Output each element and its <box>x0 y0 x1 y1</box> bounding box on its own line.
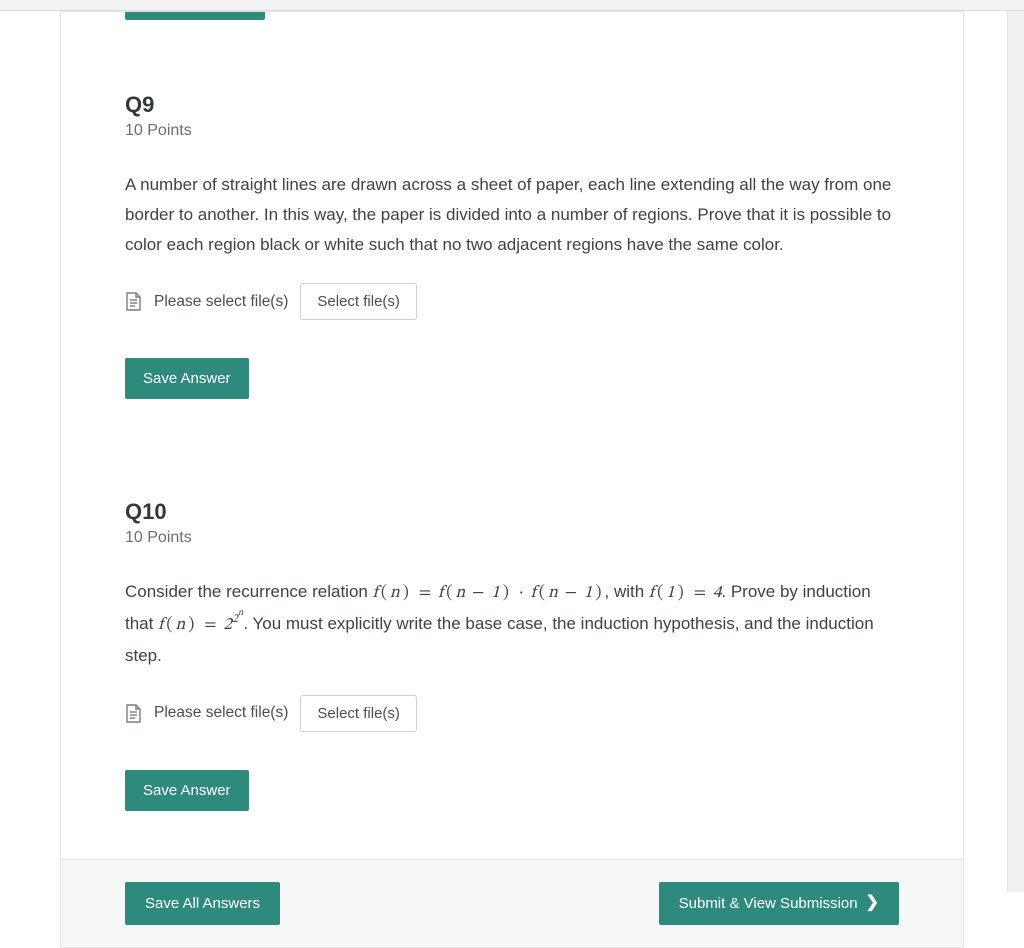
save-answer-button[interactable]: Save Answer <box>125 770 249 811</box>
file-upload-row: Please select file(s) Select file(s) <box>125 283 899 320</box>
submit-view-submission-button[interactable]: Submit & View Submission ❯ <box>659 882 899 925</box>
submit-button-label: Submit & View Submission <box>679 895 858 912</box>
quiz-card: Q9 10 Points A number of straight lines … <box>60 11 964 948</box>
file-select-label: Please select file(s) <box>154 704 288 722</box>
quiz-footer-bar: Save All Answers Submit & View Submissio… <box>61 859 963 947</box>
math-expression-initial: f(1) = 4 <box>649 585 721 602</box>
select-files-button[interactable]: Select file(s) <box>300 283 417 320</box>
save-answer-button[interactable]: Save Answer <box>125 358 249 399</box>
question-body: A number of straight lines are drawn acr… <box>125 170 899 259</box>
file-icon <box>125 704 142 723</box>
math-expression-closed-form: f(n) = 22n <box>158 617 243 634</box>
browser-topbar-stub <box>0 0 1024 11</box>
question-points: 10 Points <box>125 529 899 547</box>
body-text: Consider the recurrence relation <box>125 582 373 601</box>
previous-save-button-fragment[interactable] <box>125 12 265 20</box>
question-title: Q10 <box>125 499 899 525</box>
file-icon <box>125 292 142 311</box>
save-all-answers-button[interactable]: Save All Answers <box>125 882 280 925</box>
file-upload-row: Please select file(s) Select file(s) <box>125 695 899 732</box>
question-body: Consider the recurrence relation f(n) = … <box>125 577 899 670</box>
question-title: Q9 <box>125 92 899 118</box>
question-points: 10 Points <box>125 122 899 140</box>
file-select-label: Please select file(s) <box>154 293 288 311</box>
body-text: , with <box>605 582 649 601</box>
chevron-right-icon: ❯ <box>866 895 879 911</box>
question-block-q9: Q9 10 Points A number of straight lines … <box>61 20 963 427</box>
scrollbar-track[interactable] <box>1007 11 1024 892</box>
math-expression-recurrence: f(n) = f(n − 1) · f(n − 1) <box>373 585 605 602</box>
select-files-button[interactable]: Select file(s) <box>300 695 417 732</box>
question-block-q10: Q10 10 Points Consider the recurrence re… <box>61 427 963 838</box>
page-wrapper: Q9 10 Points A number of straight lines … <box>0 11 1024 948</box>
